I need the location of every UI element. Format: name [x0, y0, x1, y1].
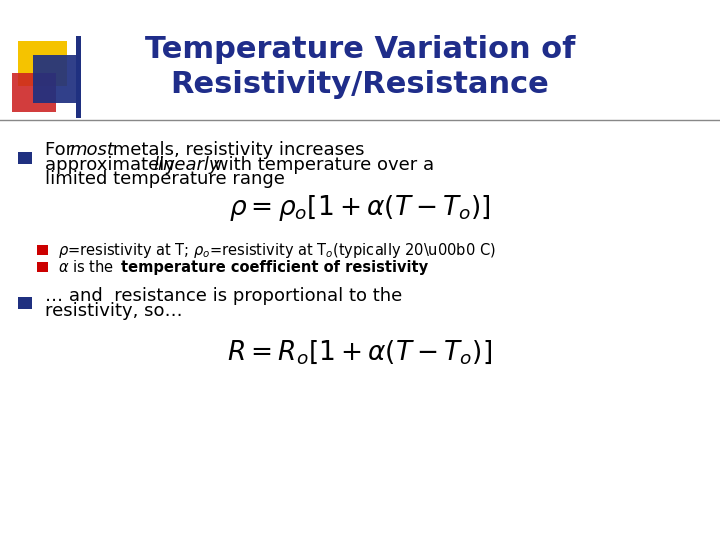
FancyBboxPatch shape	[18, 40, 67, 86]
Text: metals, resistivity increases: metals, resistivity increases	[107, 141, 364, 159]
Text: with temperature over a: with temperature over a	[208, 156, 434, 174]
Text: For: For	[45, 141, 79, 159]
Text: $\alpha$ is the: $\alpha$ is the	[58, 259, 114, 275]
Text: $\rho = \rho_o[1+\alpha(T-T_o)]$: $\rho = \rho_o[1+\alpha(T-T_o)]$	[229, 193, 491, 223]
Text: $\rho$=resistivity at T; $\rho_o$=resistivity at T$_o$(typically 20\u00b0 C): $\rho$=resistivity at T; $\rho_o$=resist…	[58, 240, 495, 260]
Text: Temperature Variation of: Temperature Variation of	[145, 35, 575, 64]
Text: Resistivity/Resistance: Resistivity/Resistance	[171, 70, 549, 99]
Text: … and  resistance is proportional to the: … and resistance is proportional to the	[45, 287, 402, 305]
FancyBboxPatch shape	[37, 245, 48, 255]
Text: $R = R_o[1+\alpha(T-T_o)]$: $R = R_o[1+\alpha(T-T_o)]$	[228, 338, 492, 366]
FancyBboxPatch shape	[12, 73, 56, 112]
Text: most: most	[69, 141, 114, 159]
Text: resistivity, so…: resistivity, so…	[45, 301, 183, 320]
Text: limited temperature range: limited temperature range	[45, 170, 285, 188]
Text: temperature coefficient of resistivity: temperature coefficient of resistivity	[121, 260, 428, 275]
Text: linearly: linearly	[153, 156, 220, 174]
FancyBboxPatch shape	[37, 262, 48, 272]
FancyBboxPatch shape	[18, 297, 32, 309]
FancyBboxPatch shape	[33, 55, 78, 103]
FancyBboxPatch shape	[18, 152, 32, 164]
FancyBboxPatch shape	[76, 36, 81, 118]
Text: approximately: approximately	[45, 156, 181, 174]
